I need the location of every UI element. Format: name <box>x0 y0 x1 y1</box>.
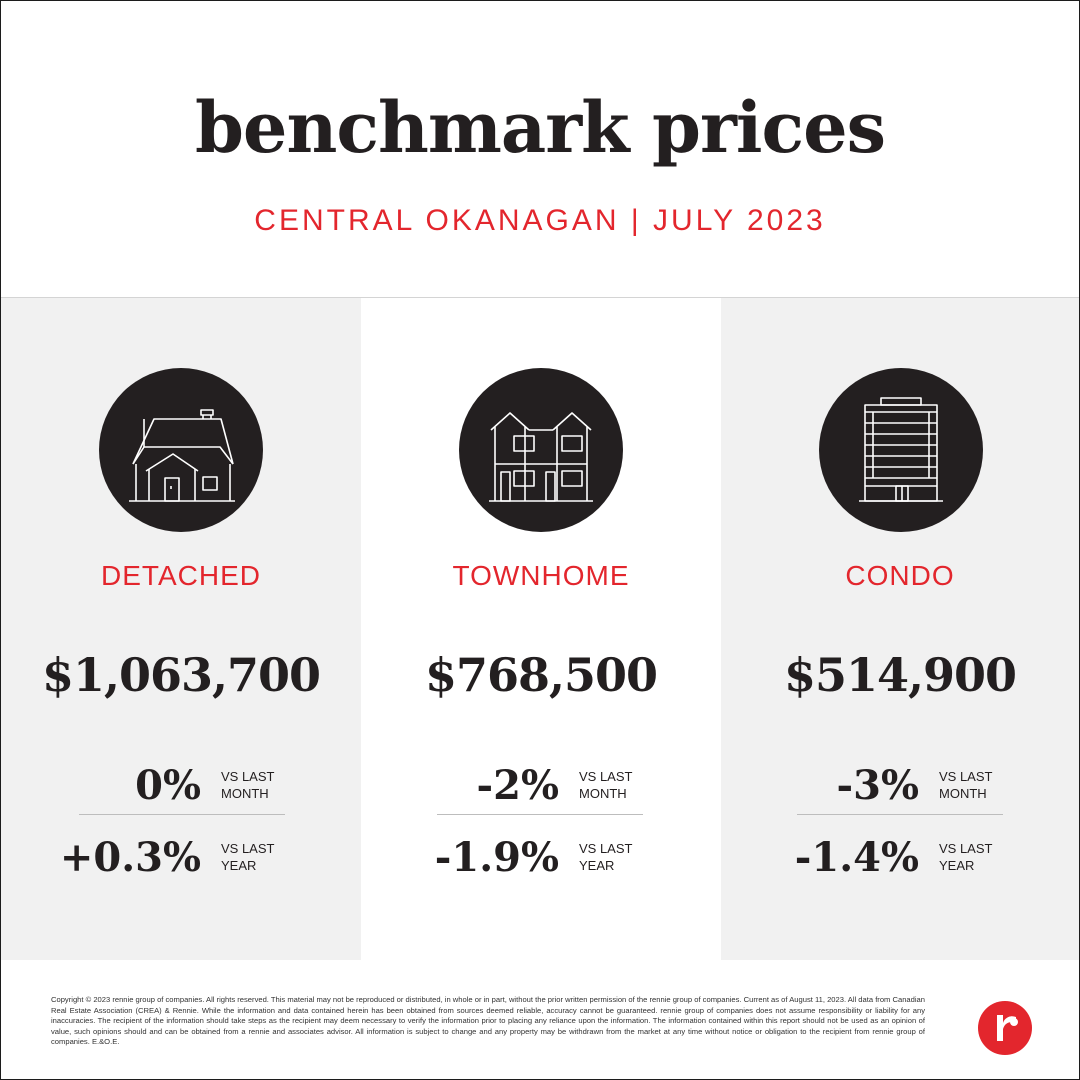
change-divider <box>79 814 285 815</box>
year-change-label: VS LAST YEAR <box>221 841 275 873</box>
month-change-value: -2% <box>476 762 559 809</box>
change-divider <box>797 814 1003 815</box>
category-label: CONDO <box>845 560 955 591</box>
townhome-icon <box>459 368 623 532</box>
page-subtitle: CENTRAL OKANAGAN | JULY 2023 <box>254 204 826 237</box>
year-change: -1.4% VS LAST YEAR <box>795 830 1009 886</box>
townhome-panel: TOWNHOME $768,500 -2% VS LAST MONTH -1.9… <box>361 298 721 960</box>
year-change-label: VS LAST YEAR <box>939 841 993 873</box>
benchmark-price: $1,063,700 <box>41 648 321 702</box>
detached-panel: DETACHED $1,063,700 0% VS LAST MONTH +0.… <box>1 298 361 960</box>
year-change-value: +0.3% <box>59 834 201 881</box>
year-change-value: -1.9% <box>434 834 559 881</box>
year-change: +0.3% VS LAST YEAR <box>60 830 291 886</box>
month-change: -3% VS LAST MONTH <box>799 758 1009 814</box>
header-divider <box>1 297 1079 298</box>
change-divider <box>437 814 643 815</box>
copyright-disclaimer: Copyright © 2023 rennie group of compani… <box>51 995 926 1047</box>
month-change: -2% VS LAST MONTH <box>439 758 649 814</box>
category-label: DETACHED <box>101 560 261 591</box>
detached-house-icon <box>99 368 263 532</box>
year-change: -1.9% VS LAST YEAR <box>435 830 649 886</box>
month-change-label: VS LAST MONTH <box>939 769 993 801</box>
condo-building-icon <box>819 368 983 532</box>
month-change: 0% VS LAST MONTH <box>81 758 291 814</box>
year-change-value: -1.4% <box>794 834 919 881</box>
condo-panel: CONDO $514,900 -3% VS LAST MONTH -1.4% V… <box>721 298 1079 960</box>
rennie-logo <box>978 1001 1032 1055</box>
page-title: benchmark prices <box>194 86 886 169</box>
category-label: TOWNHOME <box>452 560 630 591</box>
month-change-label: VS LAST MONTH <box>579 769 633 801</box>
month-change-value: 0% <box>135 762 201 809</box>
benchmark-price: $768,500 <box>424 648 658 702</box>
header: benchmark prices CENTRAL OKANAGAN | JULY… <box>1 1 1079 297</box>
year-change-label: VS LAST YEAR <box>579 841 633 873</box>
benchmark-price: $514,900 <box>783 648 1017 702</box>
month-change-value: -3% <box>836 762 919 809</box>
month-change-label: VS LAST MONTH <box>221 769 275 801</box>
